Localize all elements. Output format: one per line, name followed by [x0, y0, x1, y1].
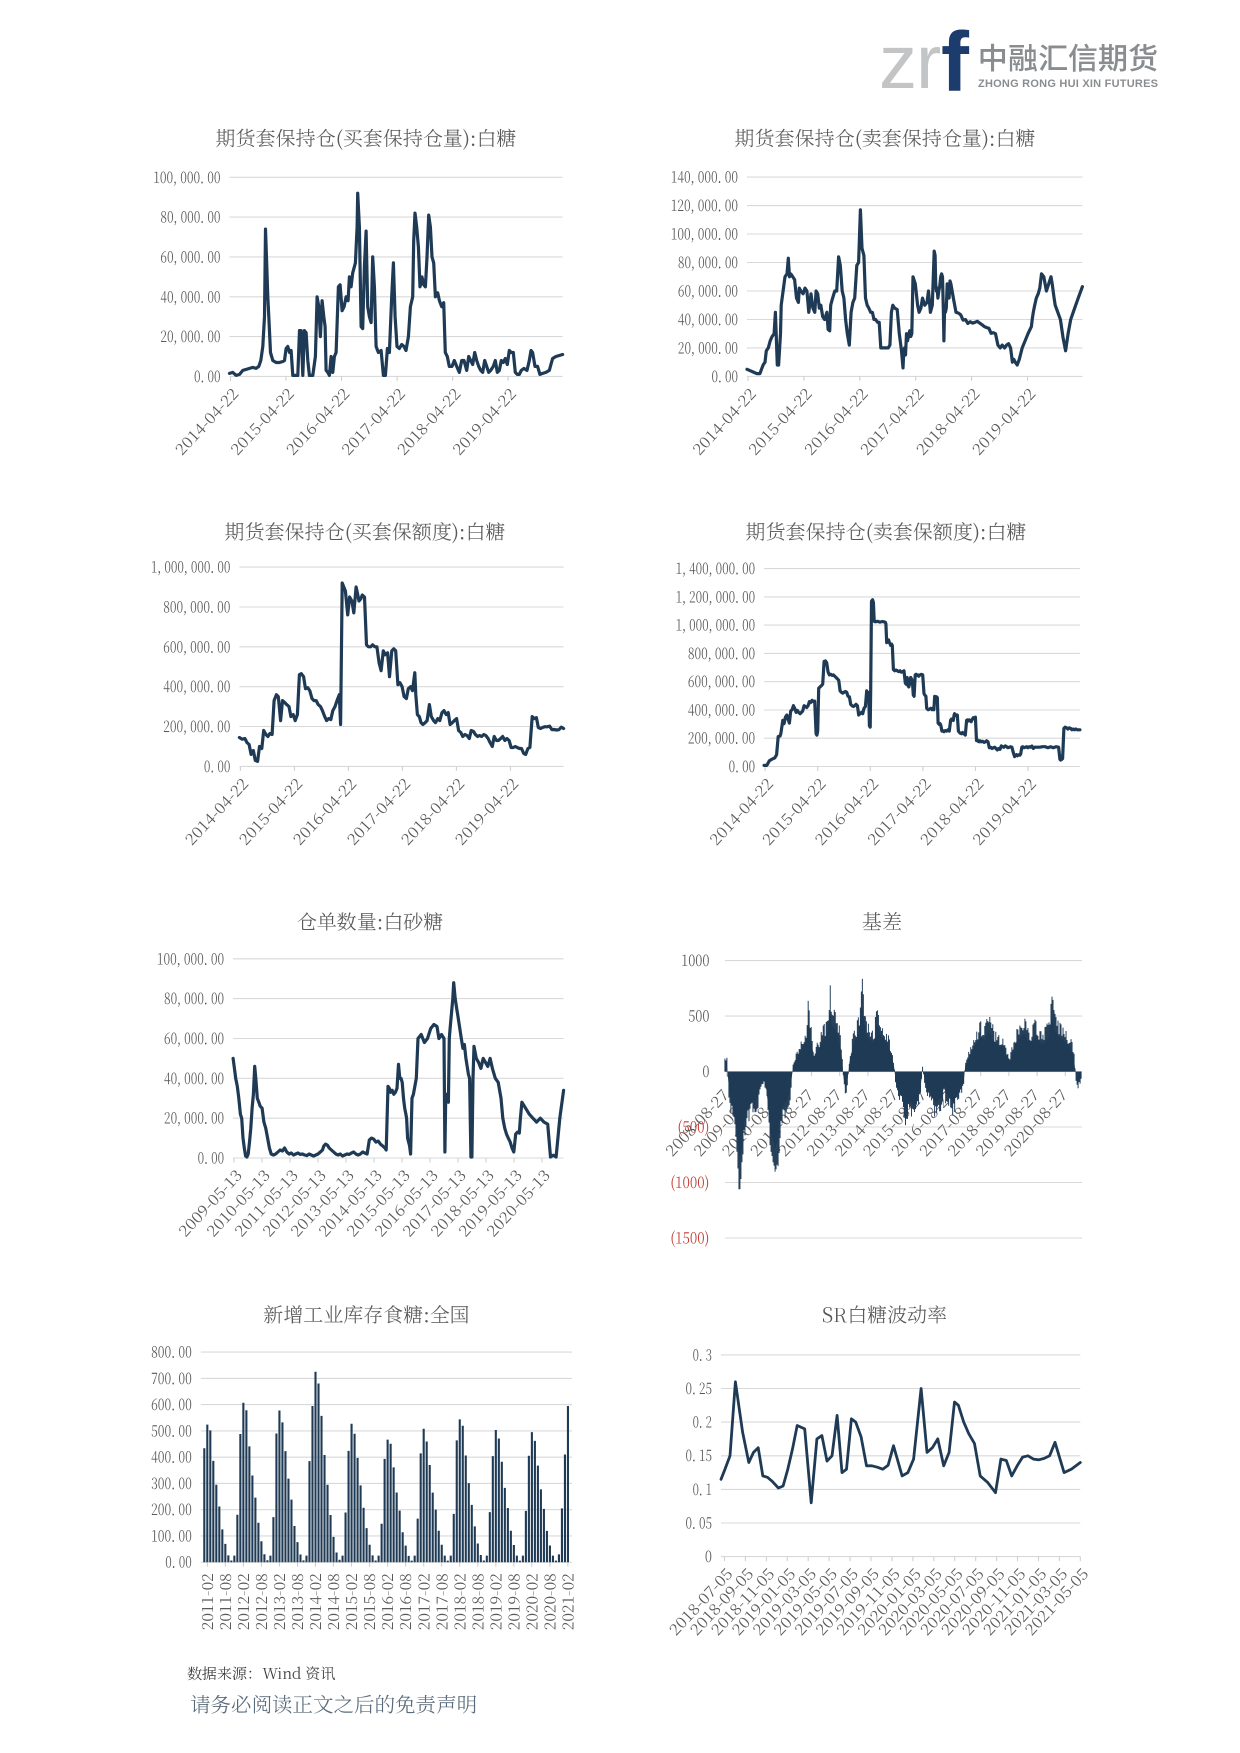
- svg-text:400, 000. 00: 400, 000. 00: [688, 698, 755, 721]
- svg-text:2016-08: 2016-08: [394, 1573, 416, 1630]
- svg-text:20, 000. 00: 20, 000. 00: [164, 1106, 224, 1129]
- svg-text:2017-08: 2017-08: [430, 1573, 452, 1630]
- svg-text:2020-02: 2020-02: [520, 1573, 542, 1630]
- svg-text:SR白糖波动率: SR白糖波动率: [822, 1299, 947, 1328]
- svg-text:0. 00: 0. 00: [729, 754, 756, 777]
- svg-text:0. 1: 0. 1: [693, 1477, 712, 1500]
- svg-text:0. 25: 0. 25: [686, 1376, 713, 1399]
- svg-text:40, 000. 00: 40, 000. 00: [678, 307, 738, 330]
- svg-text:500. 00: 500. 00: [151, 1418, 192, 1441]
- svg-text:40, 000. 00: 40, 000. 00: [164, 1066, 224, 1089]
- svg-text:中融汇信期货: 中融汇信期货: [978, 34, 1158, 78]
- svg-text:2016-02: 2016-02: [376, 1573, 398, 1630]
- svg-text:100, 000. 00: 100, 000. 00: [671, 222, 738, 245]
- svg-text:300. 00: 300. 00: [151, 1471, 192, 1494]
- svg-text:2011-08: 2011-08: [214, 1573, 236, 1630]
- svg-text:2014-02: 2014-02: [304, 1573, 326, 1630]
- svg-text:200. 00: 200. 00: [151, 1497, 192, 1520]
- svg-text:0. 00: 0. 00: [712, 364, 739, 387]
- svg-text:0. 2: 0. 2: [693, 1410, 712, 1433]
- svg-text:80, 000. 00: 80, 000. 00: [160, 205, 220, 228]
- svg-text:仓单数量:白砂糖: 仓单数量:白砂糖: [297, 906, 444, 935]
- svg-text:100, 000. 00: 100, 000. 00: [157, 946, 224, 969]
- svg-text:700. 00: 700. 00: [151, 1366, 192, 1389]
- svg-text:2021-02: 2021-02: [557, 1573, 579, 1630]
- svg-text:2017-02: 2017-02: [412, 1573, 434, 1630]
- svg-text:80, 000. 00: 80, 000. 00: [164, 986, 224, 1009]
- svg-text:2015-02: 2015-02: [340, 1573, 362, 1630]
- svg-text:2018-08: 2018-08: [466, 1573, 488, 1630]
- svg-text:新增工业库存食糖:全国: 新增工业库存食糖:全国: [263, 1299, 470, 1328]
- svg-text:f: f: [941, 15, 970, 109]
- svg-text:0. 00: 0. 00: [194, 364, 221, 387]
- svg-text:期货套保持仓(卖套保持仓量):白糖: 期货套保持仓(卖套保持仓量):白糖: [735, 123, 1036, 152]
- svg-text:60, 000. 00: 60, 000. 00: [160, 244, 220, 267]
- svg-text:100. 00: 100. 00: [151, 1523, 192, 1546]
- svg-text:400, 000. 00: 400, 000. 00: [163, 674, 230, 697]
- svg-text:20, 000. 00: 20, 000. 00: [678, 335, 738, 358]
- svg-text:1, 000, 000. 00: 1, 000, 000. 00: [676, 613, 756, 636]
- svg-text:1, 200, 000. 00: 1, 200, 000. 00: [676, 584, 756, 607]
- svg-text:0. 00: 0. 00: [165, 1550, 192, 1573]
- svg-text:120, 000. 00: 120, 000. 00: [671, 193, 738, 216]
- svg-text:2019-08: 2019-08: [502, 1573, 524, 1630]
- svg-text:期货套保持仓(买套保持仓量):白糖: 期货套保持仓(买套保持仓量):白糖: [216, 123, 517, 152]
- svg-text:2014-08: 2014-08: [322, 1573, 344, 1630]
- svg-text:400. 00: 400. 00: [151, 1445, 192, 1468]
- svg-text:600, 000. 00: 600, 000. 00: [163, 634, 230, 657]
- svg-text:60, 000. 00: 60, 000. 00: [678, 279, 738, 302]
- svg-text:600. 00: 600. 00: [151, 1392, 192, 1415]
- svg-text:100, 000. 00: 100, 000. 00: [153, 165, 220, 188]
- svg-text:1, 400, 000. 00: 1, 400, 000. 00: [676, 556, 756, 579]
- svg-text:0. 00: 0. 00: [204, 754, 231, 777]
- svg-text:请务必阅读正文之后的免责声明: 请务必阅读正文之后的免责声明: [190, 1688, 477, 1718]
- svg-text:(1500): (1500): [670, 1226, 709, 1249]
- svg-text:数据来源：Wind 资讯: 数据来源：Wind 资讯: [187, 1663, 335, 1684]
- svg-text:0: 0: [702, 1059, 709, 1082]
- svg-text:40, 000. 00: 40, 000. 00: [160, 284, 220, 307]
- svg-text:基差: 基差: [862, 906, 902, 935]
- svg-text:(1000): (1000): [670, 1170, 709, 1193]
- svg-text:1000: 1000: [681, 948, 709, 971]
- svg-text:800, 000. 00: 800, 000. 00: [163, 595, 230, 618]
- svg-text:1, 000, 000. 00: 1, 000, 000. 00: [151, 555, 231, 578]
- svg-text:(500): (500): [677, 1115, 709, 1138]
- svg-text:zr: zr: [879, 20, 941, 105]
- svg-text:0. 00: 0. 00: [198, 1146, 225, 1169]
- svg-text:2013-02: 2013-02: [268, 1573, 290, 1630]
- svg-text:2020-08: 2020-08: [539, 1573, 561, 1630]
- svg-text:2013-08: 2013-08: [286, 1573, 308, 1630]
- svg-text:60, 000. 00: 60, 000. 00: [164, 1026, 224, 1049]
- svg-text:2019-02: 2019-02: [484, 1573, 506, 1630]
- svg-text:20, 000. 00: 20, 000. 00: [160, 324, 220, 347]
- svg-text:0. 05: 0. 05: [686, 1511, 713, 1534]
- svg-text:800. 00: 800. 00: [151, 1340, 192, 1363]
- svg-text:期货套保持仓(卖套保额度):白糖: 期货套保持仓(卖套保额度):白糖: [746, 516, 1027, 545]
- svg-text:2012-08: 2012-08: [250, 1573, 272, 1630]
- svg-text:500: 500: [688, 1004, 709, 1027]
- svg-text:2011-02: 2011-02: [196, 1573, 218, 1630]
- svg-text:0: 0: [705, 1544, 712, 1567]
- svg-text:ZHONG RONG HUI XIN FUTURES: ZHONG RONG HUI XIN FUTURES: [978, 78, 1158, 90]
- svg-text:600, 000. 00: 600, 000. 00: [688, 669, 755, 692]
- svg-text:200, 000. 00: 200, 000. 00: [688, 726, 755, 749]
- svg-text:2018-02: 2018-02: [448, 1573, 470, 1630]
- svg-text:期货套保持仓(买套保额度):白糖: 期货套保持仓(买套保额度):白糖: [225, 516, 506, 545]
- svg-text:800, 000. 00: 800, 000. 00: [688, 641, 755, 664]
- svg-text:2012-02: 2012-02: [232, 1573, 254, 1630]
- svg-text:80, 000. 00: 80, 000. 00: [678, 250, 738, 273]
- svg-text:2015-08: 2015-08: [358, 1573, 380, 1630]
- svg-text:0. 15: 0. 15: [686, 1443, 713, 1466]
- svg-text:140, 000. 00: 140, 000. 00: [671, 165, 738, 188]
- svg-text:0. 3: 0. 3: [693, 1342, 712, 1365]
- svg-text:200, 000. 00: 200, 000. 00: [163, 714, 230, 737]
